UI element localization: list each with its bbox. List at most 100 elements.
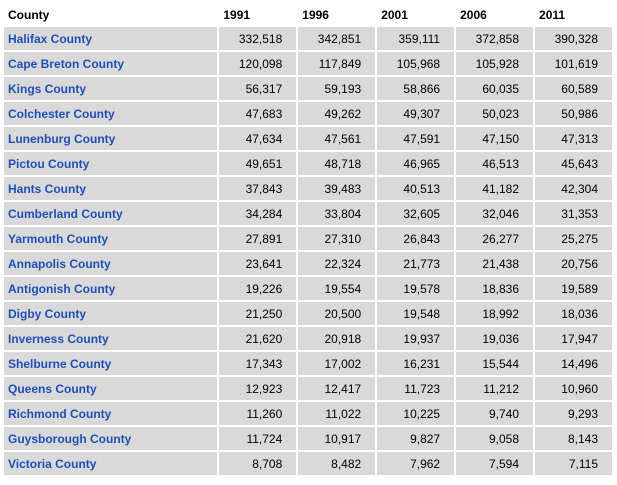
county-link[interactable]: Queens County [4, 377, 218, 400]
header-year-2006: 2006 [456, 4, 534, 25]
population-2006: 50,023 [456, 102, 534, 125]
population-2011: 7,115 [535, 452, 612, 475]
population-2006: 7,594 [456, 452, 534, 475]
population-2011: 31,353 [535, 202, 612, 225]
population-2011: 14,496 [535, 352, 612, 375]
population-1991: 21,620 [219, 327, 297, 350]
population-1996: 49,262 [298, 102, 376, 125]
population-2011: 101,619 [535, 52, 612, 75]
county-link[interactable]: Shelburne County [4, 352, 218, 375]
table-row: Queens County 12,923 12,417 11,723 11,212 10,… [4, 377, 612, 400]
population-2001: 26,843 [377, 227, 455, 250]
population-2006: 41,182 [456, 177, 534, 200]
county-link[interactable]: Yarmouth County [4, 227, 218, 250]
population-2001: 19,548 [377, 302, 455, 325]
population-1991: 332,518 [219, 27, 297, 50]
population-1996: 20,500 [298, 302, 376, 325]
county-link[interactable]: Kings County [4, 77, 218, 100]
population-2001: 47,591 [377, 127, 455, 150]
header-year-2001: 2001 [377, 4, 455, 25]
county-link[interactable]: Victoria County [4, 452, 218, 475]
population-1996: 19,554 [298, 277, 376, 300]
population-2001: 359,111 [377, 27, 455, 50]
population-2006: 372,858 [456, 27, 534, 50]
header-county: County [4, 4, 218, 25]
county-link[interactable]: Annapolis County [4, 252, 218, 275]
population-1991: 8,708 [219, 452, 297, 475]
county-link[interactable]: Inverness County [4, 327, 218, 350]
header-row: County 1991 1996 2001 2006 2011 [4, 4, 612, 25]
population-1991: 34,284 [219, 202, 297, 225]
population-2011: 17,947 [535, 327, 612, 350]
population-2006: 46,513 [456, 152, 534, 175]
population-2006: 18,836 [456, 277, 534, 300]
table-row: Cape Breton County 120,098 117,849 105,968 1… [4, 52, 612, 75]
population-2001: 58,866 [377, 77, 455, 100]
county-link[interactable]: Lunenburg County [4, 127, 218, 150]
population-2001: 40,513 [377, 177, 455, 200]
population-2011: 8,143 [535, 427, 612, 450]
table-row: Yarmouth County 27,891 27,310 26,843 26,277 2… [4, 227, 612, 250]
table-row: Lunenburg County 47,634 47,561 47,591 47,150… [4, 127, 612, 150]
population-2006: 60,035 [456, 77, 534, 100]
population-2006: 19,036 [456, 327, 534, 350]
population-2006: 32,046 [456, 202, 534, 225]
population-2006: 18,992 [456, 302, 534, 325]
population-2011: 18,036 [535, 302, 612, 325]
header-year-1991: 1991 [219, 4, 297, 25]
table-row: Digby County 21,250 20,500 19,548 18,992 18,0… [4, 302, 612, 325]
population-1996: 27,310 [298, 227, 376, 250]
population-2001: 11,723 [377, 377, 455, 400]
county-link[interactable]: Antigonish County [4, 277, 218, 300]
population-2006: 11,212 [456, 377, 534, 400]
population-1991: 21,250 [219, 302, 297, 325]
county-link[interactable]: Hants County [4, 177, 218, 200]
county-link[interactable]: Pictou County [4, 152, 218, 175]
population-1996: 12,417 [298, 377, 376, 400]
population-1991: 120,098 [219, 52, 297, 75]
population-1996: 20,918 [298, 327, 376, 350]
population-2011: 390,328 [535, 27, 612, 50]
population-2006: 21,438 [456, 252, 534, 275]
population-1991: 11,260 [219, 402, 297, 425]
county-link[interactable]: Halifax County [4, 27, 218, 50]
table-row: Cumberland County 34,284 33,804 32,605 32,04… [4, 202, 612, 225]
county-link[interactable]: Richmond County [4, 402, 218, 425]
population-1991: 56,317 [219, 77, 297, 100]
table-row: Victoria County 8,708 8,482 7,962 7,594 7,115 [4, 452, 612, 475]
table-row: Annapolis County 23,641 22,324 21,773 21,438… [4, 252, 612, 275]
population-2001: 10,225 [377, 402, 455, 425]
county-link[interactable]: Cumberland County [4, 202, 218, 225]
population-1996: 11,022 [298, 402, 376, 425]
county-link[interactable]: Digby County [4, 302, 218, 325]
population-2001: 49,307 [377, 102, 455, 125]
population-2001: 21,773 [377, 252, 455, 275]
population-1996: 22,324 [298, 252, 376, 275]
population-1996: 33,804 [298, 202, 376, 225]
population-1991: 23,641 [219, 252, 297, 275]
county-link[interactable]: Guysborough County [4, 427, 218, 450]
population-2011: 42,304 [535, 177, 612, 200]
population-1996: 48,718 [298, 152, 376, 175]
population-1991: 37,843 [219, 177, 297, 200]
population-1991: 17,343 [219, 352, 297, 375]
county-link[interactable]: Colchester County [4, 102, 218, 125]
table-row: Antigonish County 19,226 19,554 19,578 18,83… [4, 277, 612, 300]
population-1991: 49,651 [219, 152, 297, 175]
population-2011: 9,293 [535, 402, 612, 425]
population-2011: 25,275 [535, 227, 612, 250]
population-1996: 59,193 [298, 77, 376, 100]
population-2001: 9,827 [377, 427, 455, 450]
population-2006: 15,544 [456, 352, 534, 375]
population-2011: 60,589 [535, 77, 612, 100]
table-row: Kings County 56,317 59,193 58,866 60,035 60,5… [4, 77, 612, 100]
population-2001: 19,937 [377, 327, 455, 350]
population-2011: 47,313 [535, 127, 612, 150]
population-2011: 50,986 [535, 102, 612, 125]
population-2001: 7,962 [377, 452, 455, 475]
population-2006: 26,277 [456, 227, 534, 250]
county-link[interactable]: Cape Breton County [4, 52, 218, 75]
population-1991: 47,634 [219, 127, 297, 150]
table-row: Halifax County 332,518 342,851 359,111 372,8… [4, 27, 612, 50]
population-1996: 8,482 [298, 452, 376, 475]
